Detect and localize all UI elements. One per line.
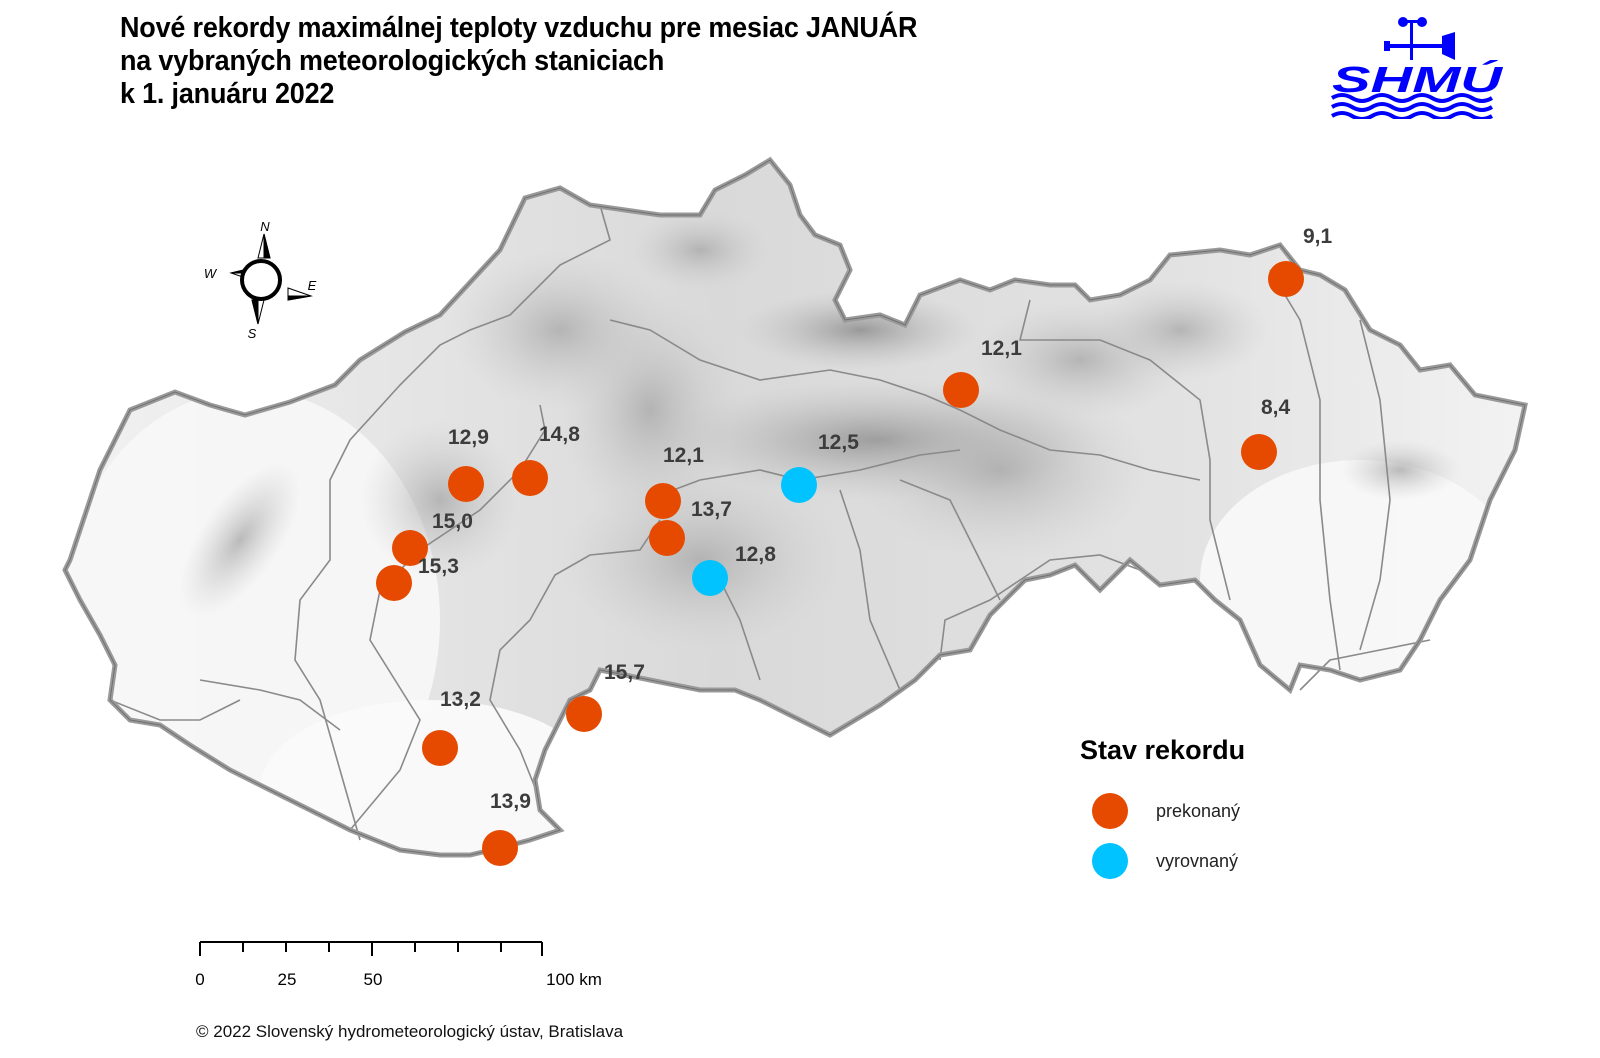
- scale-label-25: 25: [277, 970, 297, 989]
- copyright-footer: © 2022 Slovenský hydrometeorologický úst…: [196, 1022, 624, 1041]
- compass-s-label: S: [248, 326, 257, 341]
- station-value-label: 12,1: [981, 337, 1022, 360]
- station-marker[interactable]: [781, 467, 817, 503]
- title-line-2: na vybraných meteorologických staniciach: [120, 45, 665, 77]
- scale-bar-ruler: [199, 941, 543, 956]
- scale-label-0: 0: [195, 970, 205, 989]
- scale-label-50: 50: [363, 970, 383, 989]
- logo-text: SHMÚ: [1332, 59, 1504, 100]
- station-marker[interactable]: [1241, 434, 1277, 470]
- north-arrow-compass-icon: N S W E: [204, 219, 317, 341]
- scale-bar: 0 25 50 100 km: [195, 940, 620, 990]
- scale-label-100km: 100 km: [546, 970, 602, 989]
- station-marker[interactable]: [1268, 261, 1304, 297]
- title-line-3: k 1. januáru 2022: [120, 78, 335, 110]
- station-value-label: 13,9: [490, 790, 531, 813]
- legend: Stav rekordu prekonaný vyrovnaný: [1080, 735, 1320, 886]
- station-marker[interactable]: [392, 530, 428, 566]
- station-value-label: 12,8: [735, 543, 776, 566]
- station-marker[interactable]: [649, 520, 685, 556]
- station-value-label: 12,9: [448, 426, 489, 449]
- station-marker[interactable]: [645, 483, 681, 519]
- station-value-label: 15,7: [604, 661, 645, 684]
- station-marker[interactable]: [376, 565, 412, 601]
- station-marker[interactable]: [566, 696, 602, 732]
- station-value-label: 9,1: [1303, 225, 1333, 248]
- compass-e-label: E: [308, 278, 317, 293]
- station-value-label: 15,3: [418, 555, 459, 578]
- legend-item-prekonany: prekonaný: [1080, 786, 1320, 836]
- station-value-label: 13,2: [440, 688, 481, 711]
- legend-label: prekonaný: [1156, 800, 1241, 821]
- station-marker[interactable]: [448, 466, 484, 502]
- station-value-label: 8,4: [1261, 396, 1291, 419]
- blue-circle-icon: [1092, 843, 1128, 879]
- station-marker[interactable]: [422, 730, 458, 766]
- station-value-label: 12,5: [818, 431, 859, 454]
- compass-w-label: W: [204, 266, 218, 281]
- legend-item-vyrovnany: vyrovnaný: [1080, 836, 1320, 886]
- shmu-logo: SHMÚ: [1330, 17, 1504, 119]
- orange-circle-icon: [1092, 793, 1128, 829]
- title-line-1: Nové rekordy maximálnej teploty vzduchu …: [120, 12, 918, 44]
- station-marker[interactable]: [943, 372, 979, 408]
- river-basin-lines: [109, 204, 1431, 841]
- map-title: Nové rekordy maximálnej teploty vzduchu …: [120, 12, 917, 111]
- legend-label: vyrovnaný: [1156, 850, 1239, 871]
- station-value-label: 14,8: [539, 423, 580, 446]
- station-value-label: 13,7: [691, 498, 732, 521]
- station-marker[interactable]: [482, 830, 518, 866]
- compass-n-label: N: [260, 219, 270, 234]
- station-value-label: 15,0: [432, 510, 473, 533]
- station-value-label: 12,1: [663, 444, 704, 467]
- station-marker[interactable]: [692, 560, 728, 596]
- station-marker[interactable]: [512, 460, 548, 496]
- legend-title: Stav rekordu: [1080, 735, 1246, 765]
